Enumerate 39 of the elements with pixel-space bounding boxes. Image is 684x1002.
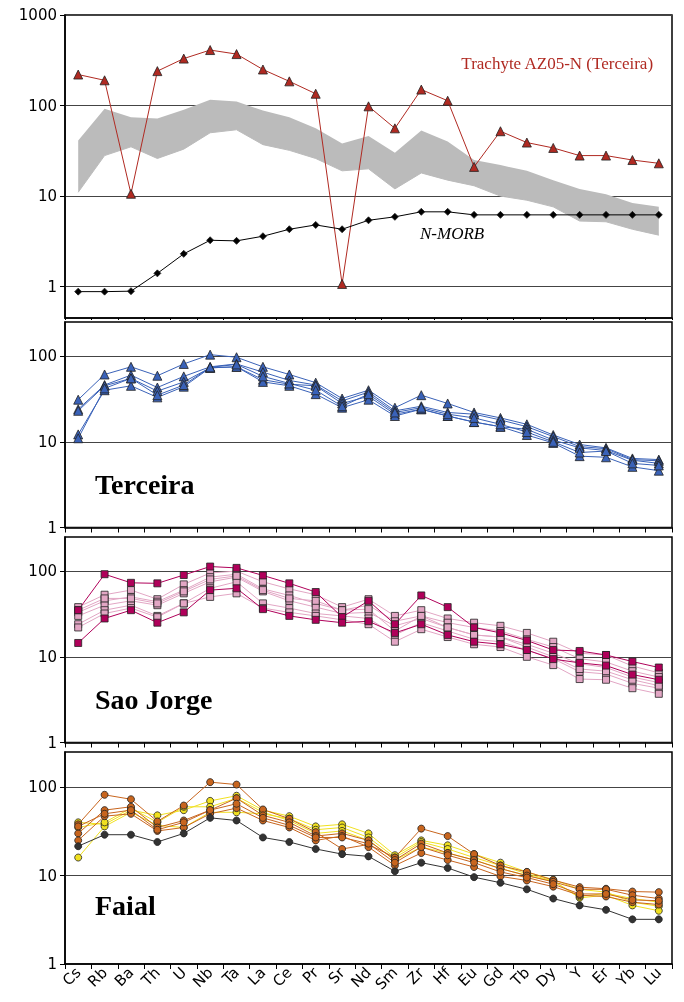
x-tick-label: Sr [324,963,350,988]
y-tick-label: 100 [28,96,57,115]
x-tick-label: Tb [506,963,534,991]
text: Faial [95,889,156,921]
y-tick-label: 1 [47,733,57,752]
y-tick-label: 10 [37,432,57,451]
x-tick-label: Lu [640,963,666,989]
x-tick-label: Zr [403,963,429,988]
y-tick-label: 100 [28,562,57,581]
x-tick-label: Nb [189,963,217,992]
x-tick-label: Eu [454,963,481,990]
x-tick-label: Ba [110,963,138,991]
y-tick-label: 10 [37,187,57,206]
series-label: N-MORB [419,224,485,243]
text: Terceira [95,468,195,500]
x-tick-label: Dy [532,963,560,991]
x-tick-label: Cs [58,963,85,990]
y-tick-label: 100 [28,347,57,366]
y-tick-label: 1000 [18,6,57,24]
y-tick-label: 1 [47,277,57,296]
y-tick-label: 1 [47,518,57,537]
x-tick-label: La [244,963,270,989]
y-tick-label: 10 [37,866,57,885]
y-tick-label: 10 [37,647,57,666]
x-tick-label: Hf [429,963,455,989]
x-tick-label: U [169,963,191,985]
x-tick-label: Gd [479,963,507,992]
x-tick-label: Ta [218,963,243,989]
x-tick-label: Rb [84,963,111,991]
y-tick-label: 100 [28,778,57,797]
x-tick-label: Pr [298,963,323,987]
x-tick-label: Er [588,963,613,988]
x-tick-label: Yb [612,963,639,991]
series-label: Trachyte AZ05-N (Terceira) [461,54,654,73]
x-tick-label: Ce [269,963,296,991]
y-tick-label: 1 [47,955,57,973]
text: Sao Jorge [95,683,213,715]
x-tick-label: Th [137,963,164,991]
x-tick-label: Y [566,963,587,984]
